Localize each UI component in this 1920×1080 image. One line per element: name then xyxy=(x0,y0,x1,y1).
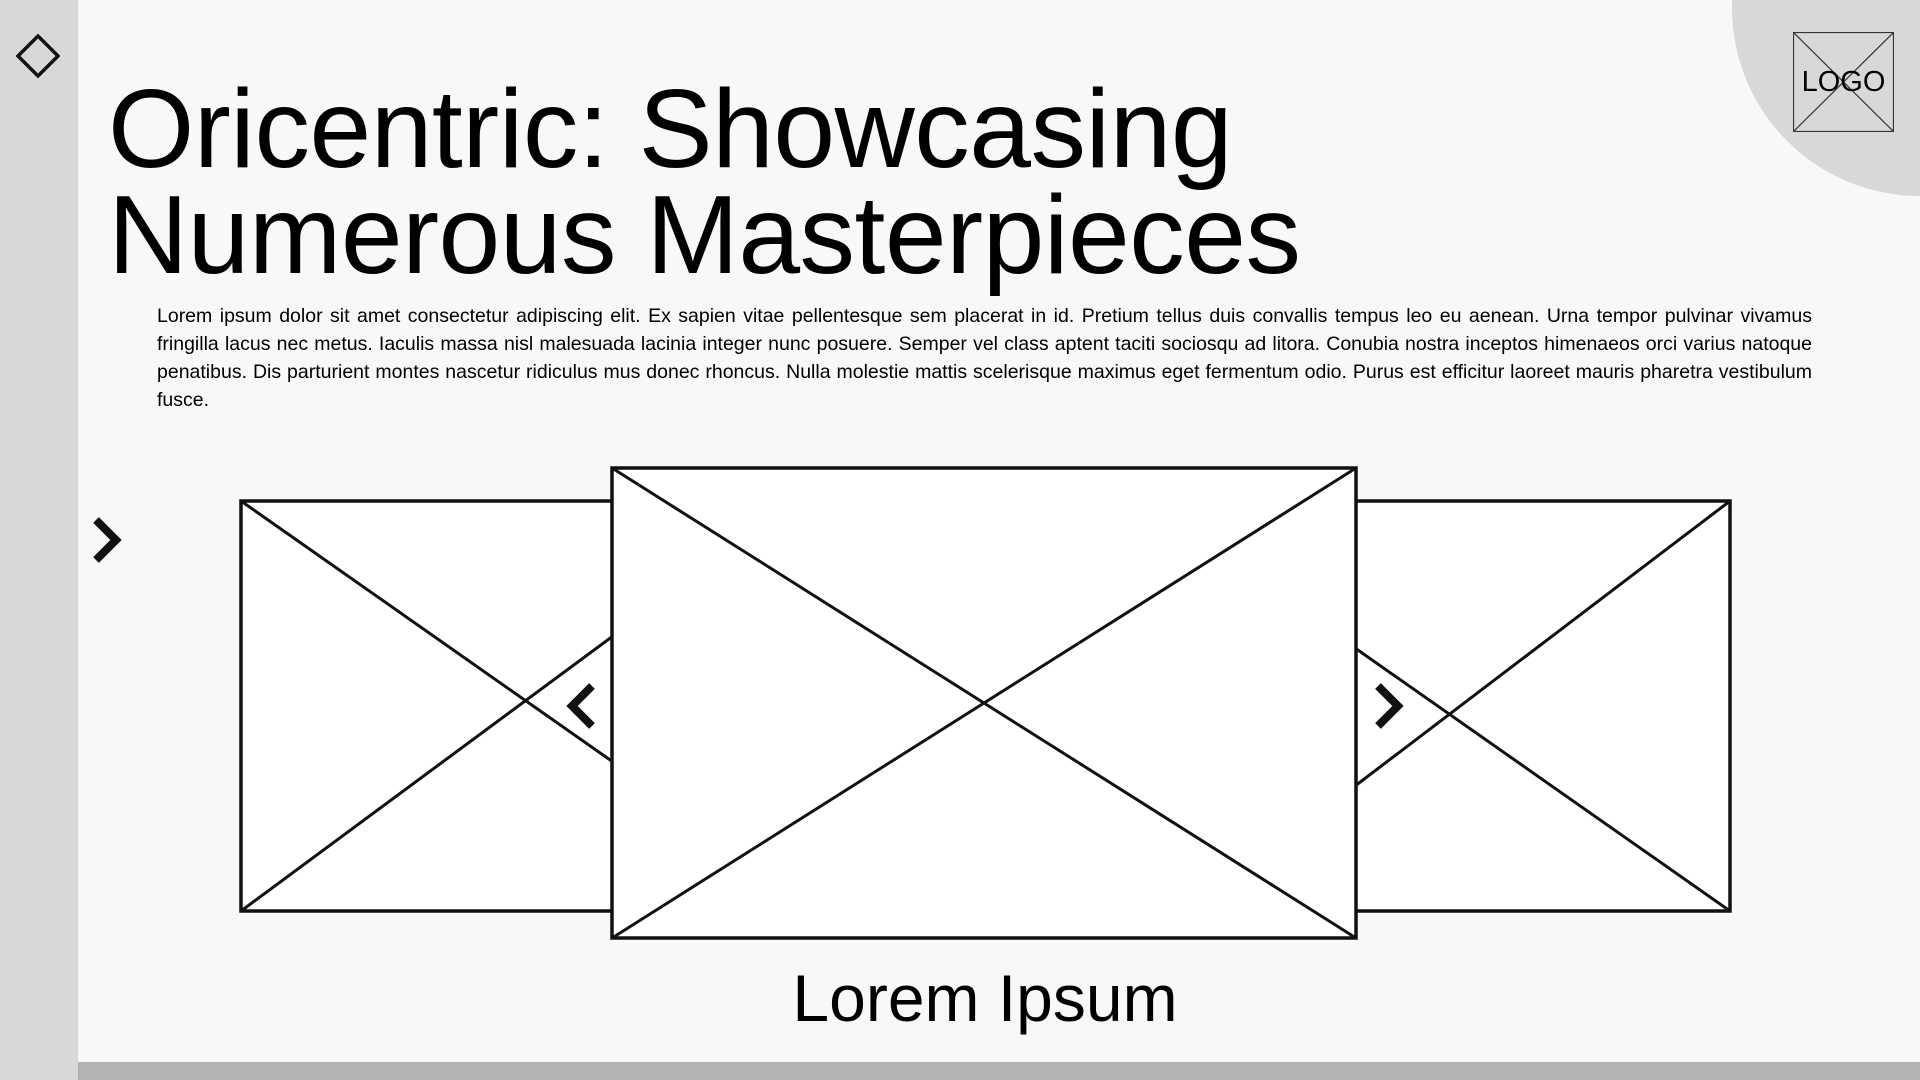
page-title: Oricentric: Showcasing Numerous Masterpi… xyxy=(108,67,1301,297)
chevron-left-icon[interactable] xyxy=(566,683,595,729)
logo-placeholder-icon xyxy=(1793,32,1894,132)
sidebar xyxy=(0,0,78,1080)
carousel-image-right[interactable] xyxy=(1353,499,1732,913)
chevron-right-icon[interactable] xyxy=(90,516,128,564)
diamond-icon[interactable] xyxy=(16,34,60,78)
carousel-image-left[interactable] xyxy=(239,499,615,913)
carousel-image-center[interactable] xyxy=(610,466,1358,940)
intro-paragraph: Lorem ipsum dolor sit amet consectetur a… xyxy=(157,305,1812,411)
logo[interactable]: LOGO xyxy=(1801,65,1886,98)
bottom-bar xyxy=(78,1062,1920,1080)
carousel-caption: Lorem Ipsum xyxy=(792,961,1178,1035)
chevron-right-icon[interactable] xyxy=(1375,683,1404,729)
